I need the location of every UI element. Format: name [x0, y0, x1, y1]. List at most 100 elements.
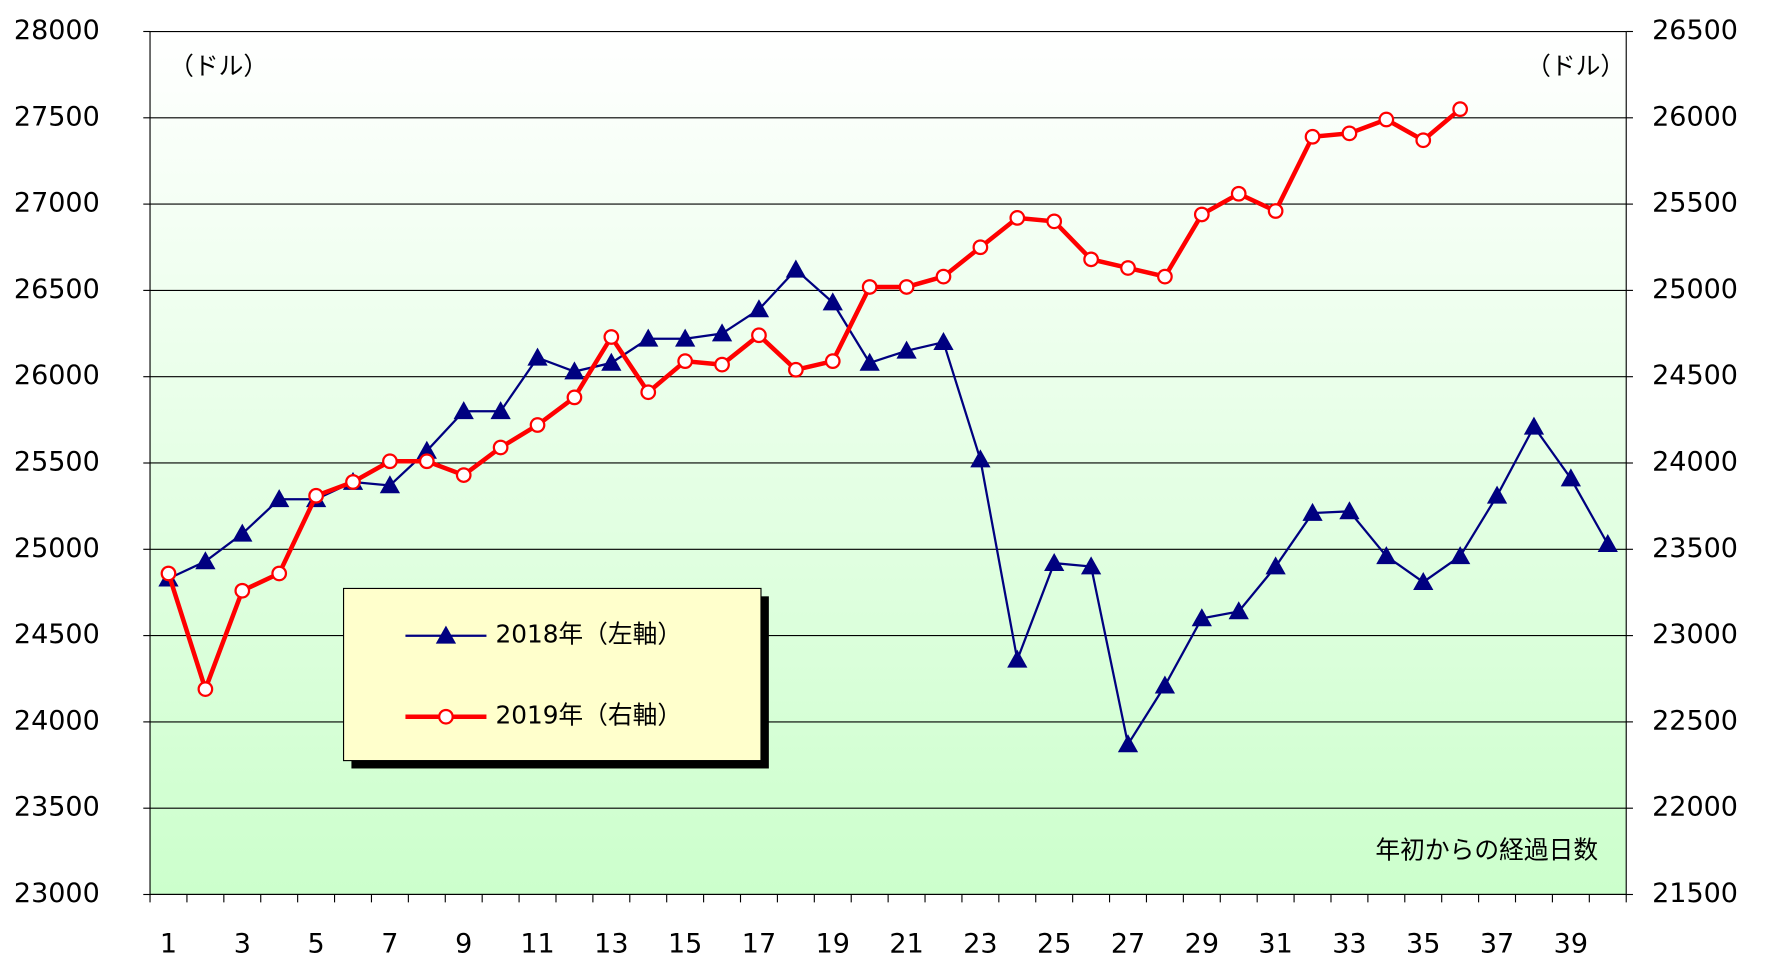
marker	[1117, 734, 1139, 753]
marker	[1228, 601, 1249, 620]
x-tick-label: 1	[160, 929, 177, 960]
marker	[1341, 125, 1358, 142]
x-tick-label: 3	[234, 929, 251, 960]
y2-tick-label: 25000	[1652, 274, 1738, 305]
marker	[714, 356, 730, 373]
y2-tick-label: 23500	[1652, 533, 1738, 564]
y2-tick-label: 26000	[1652, 101, 1738, 132]
y2-tick-label: 21500	[1652, 878, 1738, 909]
marker	[1486, 485, 1508, 504]
marker	[1083, 251, 1099, 268]
marker	[195, 551, 216, 570]
y-tick-label: 25500	[14, 446, 100, 477]
y-tick-label: 27000	[14, 188, 100, 219]
marker	[896, 340, 917, 359]
x-tick-label: 11	[520, 929, 554, 960]
series-line	[168, 268, 1609, 748]
marker	[1120, 260, 1136, 276]
marker	[1450, 546, 1471, 565]
y2-tick-label: 24500	[1652, 360, 1738, 391]
marker	[345, 474, 361, 490]
marker	[861, 279, 878, 295]
marker	[1304, 128, 1321, 145]
x-tick-label: 33	[1332, 929, 1366, 960]
marker	[751, 327, 767, 344]
y-tick-label: 26000	[14, 360, 100, 391]
marker	[1415, 132, 1432, 149]
marker	[1157, 268, 1173, 285]
y-tick-label: 24500	[14, 619, 100, 650]
marker	[1080, 556, 1102, 575]
marker	[935, 268, 952, 285]
marker	[1230, 185, 1247, 202]
x-tick-label: 25	[1037, 929, 1071, 960]
marker	[824, 353, 841, 370]
x-tick-label: 27	[1111, 929, 1145, 960]
marker	[1523, 416, 1545, 435]
marker	[271, 565, 288, 582]
marker	[564, 361, 585, 380]
marker	[492, 439, 509, 456]
x-annotation: 年初からの経過日数	[1375, 836, 1598, 865]
marker	[308, 487, 324, 504]
y2-tick-label: 23000	[1652, 619, 1738, 650]
y-tick-label: 24000	[14, 705, 100, 736]
legend-label: 2018年（左軸）	[495, 620, 682, 649]
marker	[1267, 203, 1284, 219]
marker	[898, 279, 915, 295]
marker	[822, 292, 843, 311]
marker	[382, 453, 398, 470]
marker	[677, 353, 694, 370]
marker	[1339, 501, 1360, 520]
marker	[1376, 546, 1397, 565]
x-tick-label: 15	[668, 929, 702, 960]
marker	[379, 475, 401, 494]
marker	[416, 440, 437, 459]
x-tick-label: 31	[1258, 929, 1292, 960]
marker	[1154, 675, 1176, 694]
marker	[970, 449, 991, 468]
marker	[1191, 608, 1212, 627]
marker	[787, 361, 804, 378]
marker	[566, 389, 583, 406]
marker	[490, 401, 511, 420]
marker	[1007, 649, 1028, 668]
x-tick-label: 13	[594, 929, 628, 960]
marker	[527, 347, 548, 366]
marker	[640, 384, 657, 401]
marker	[1560, 468, 1581, 487]
marker	[455, 467, 472, 483]
marker	[529, 417, 546, 433]
x-tick-label: 37	[1480, 929, 1514, 960]
y2-tick-label: 25500	[1652, 188, 1738, 219]
marker	[1302, 502, 1323, 521]
x-tick-label: 5	[308, 929, 325, 960]
y-tick-label: 23000	[14, 878, 100, 909]
marker	[601, 352, 622, 371]
marker	[197, 681, 214, 697]
marker	[711, 323, 733, 342]
marker	[1452, 101, 1469, 118]
x-tick-label: 9	[455, 929, 472, 960]
marker	[1597, 533, 1618, 552]
marker	[1413, 571, 1434, 590]
y2-tick-label: 22000	[1652, 792, 1738, 823]
marker	[638, 328, 659, 347]
y-unit-label: （ドル）	[169, 52, 268, 81]
x-tick-label: 19	[816, 929, 850, 960]
marker	[234, 582, 251, 599]
marker	[269, 489, 290, 508]
x-tick-label: 23	[963, 929, 997, 960]
y2-tick-label: 22500	[1652, 705, 1738, 736]
marker	[1044, 552, 1065, 571]
y2-tick-label: 24000	[1652, 446, 1738, 477]
marker	[1193, 206, 1210, 223]
x-tick-label: 17	[742, 929, 776, 960]
x-tick-label: 21	[889, 929, 923, 960]
marker	[1378, 111, 1395, 128]
y2-unit-label: （ドル）	[1526, 52, 1625, 81]
x-tick-label: 29	[1185, 929, 1219, 960]
marker	[1046, 213, 1063, 230]
y-tick-label: 28000	[14, 15, 100, 46]
